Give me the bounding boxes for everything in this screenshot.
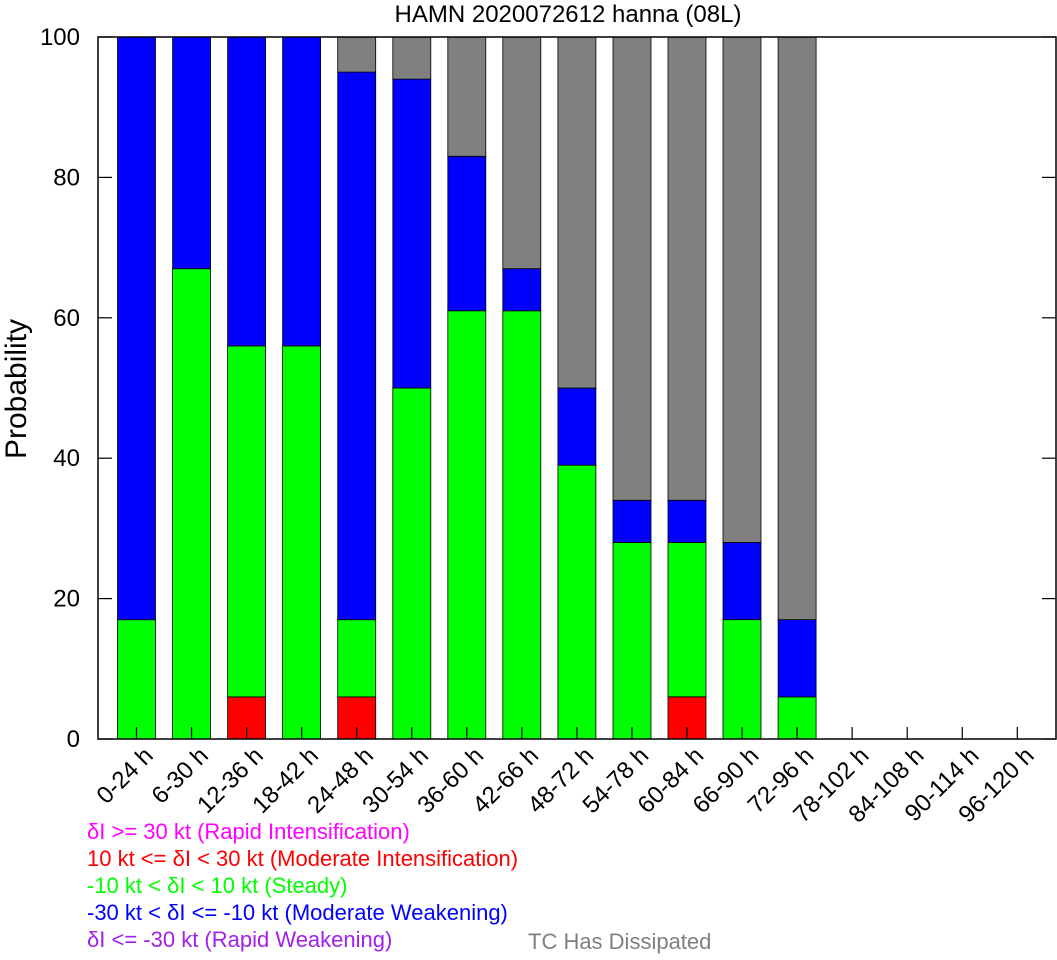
bar-segment-dissipated bbox=[557, 36, 597, 389]
bar-segment-dissipated bbox=[777, 36, 817, 621]
legend-entry: δI >= 30 kt (Rapid Intensification) bbox=[87, 819, 410, 844]
bar-segment-mw bbox=[172, 36, 212, 270]
bar-segment-steady bbox=[557, 464, 597, 740]
bar-segment-steady bbox=[172, 268, 212, 740]
bar-segment-steady bbox=[502, 310, 542, 740]
y-tick-label: 0 bbox=[67, 726, 80, 753]
legend-entry: 10 kt <= δI < 30 kt (Moderate Intensific… bbox=[87, 846, 519, 871]
y-axis-label: Probability bbox=[0, 319, 33, 459]
bar-segment-steady bbox=[282, 345, 322, 740]
bar-segment-steady bbox=[667, 542, 707, 698]
bar-segment-mw bbox=[667, 499, 707, 543]
bar-segment-steady bbox=[337, 619, 377, 698]
bar-segment-steady bbox=[392, 387, 432, 740]
bar-segment-dissipated bbox=[392, 36, 432, 80]
bar-segment-dissipated bbox=[447, 36, 487, 157]
bar-segment-dissipated bbox=[667, 36, 707, 501]
bar-segment-mw bbox=[612, 499, 652, 543]
bar-segment-steady bbox=[612, 542, 652, 740]
bars-layer bbox=[117, 36, 817, 740]
bar-segment-steady bbox=[447, 310, 487, 740]
legend-entry: -10 kt < δI < 10 kt (Steady) bbox=[87, 873, 348, 898]
bar-segment-mw bbox=[722, 542, 762, 621]
bar-segment-mw bbox=[502, 268, 542, 312]
bar-segment-steady bbox=[117, 619, 156, 740]
bar-segment-mw bbox=[447, 155, 487, 312]
bar-segment-dissipated bbox=[337, 36, 377, 73]
y-axis-ticks: 0 20 40 60 80 100 bbox=[40, 24, 1056, 753]
bar-segment-mw bbox=[117, 36, 156, 621]
bar-segment-mw bbox=[777, 619, 817, 698]
y-tick-label: 80 bbox=[53, 164, 80, 191]
x-axis-ticks: 0-24 h6-30 h12-36 h18-42 h24-48 h30-54 h… bbox=[92, 727, 1040, 828]
legend-entry: -30 kt < δI <= -10 kt (Moderate Weakenin… bbox=[87, 900, 508, 925]
y-tick-label: 20 bbox=[53, 586, 80, 613]
bar-segment-steady bbox=[722, 619, 762, 740]
legend-entry: δI <= -30 kt (Rapid Weakening) bbox=[87, 927, 393, 952]
y-tick-label: 100 bbox=[40, 24, 80, 51]
bar-segment-dissipated bbox=[612, 36, 652, 501]
legend-dissipated: TC Has Dissipated bbox=[528, 929, 712, 954]
y-tick-label: 60 bbox=[53, 305, 80, 332]
bar-segment-mw bbox=[227, 36, 267, 347]
bar-segment-steady bbox=[227, 345, 267, 698]
x-tick-label: 0-24 h bbox=[92, 742, 159, 809]
bar-segment-mw bbox=[337, 71, 377, 621]
y-tick-label: 40 bbox=[53, 445, 80, 472]
bar-segment-dissipated bbox=[502, 36, 542, 270]
bar-segment-mw bbox=[557, 387, 597, 466]
bar-segment-mw bbox=[392, 78, 432, 389]
bar-segment-mw bbox=[282, 36, 322, 347]
chart-title: HAMN 2020072612 hanna (08L) bbox=[395, 1, 742, 28]
bar-segment-dissipated bbox=[722, 36, 762, 543]
